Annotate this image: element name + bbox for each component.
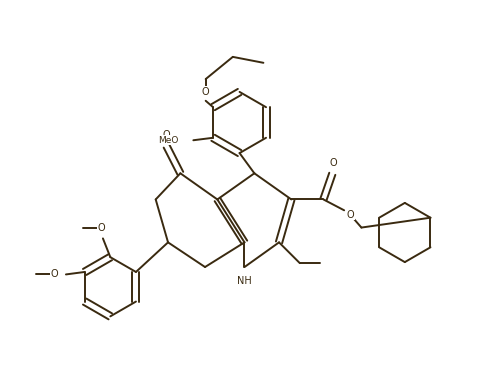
Text: O: O xyxy=(98,222,105,233)
Text: O: O xyxy=(346,210,354,220)
Text: O: O xyxy=(163,130,170,140)
Text: O: O xyxy=(50,269,58,280)
Text: NH: NH xyxy=(237,276,251,286)
Text: O: O xyxy=(202,87,209,97)
Text: MeO: MeO xyxy=(158,136,178,145)
Text: O: O xyxy=(329,158,336,168)
